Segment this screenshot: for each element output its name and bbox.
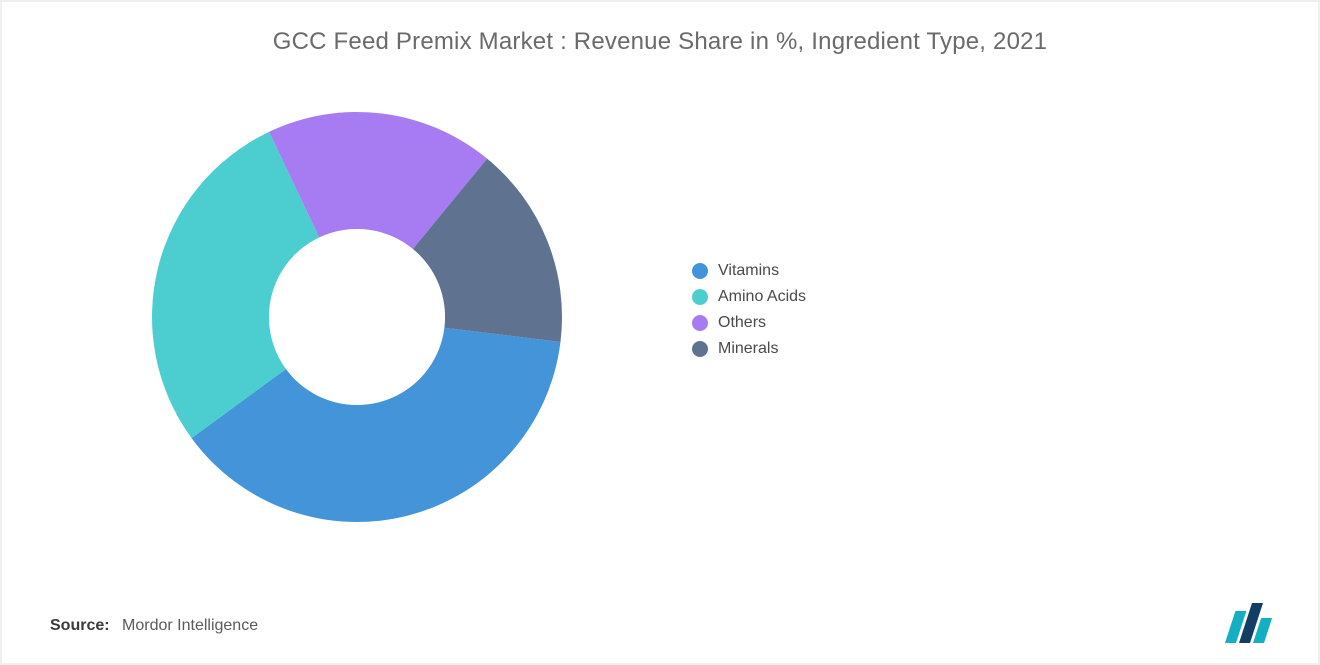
legend-label: Amino Acids [718, 288, 806, 306]
legend-label: Vitamins [718, 262, 779, 280]
legend-swatch [692, 315, 708, 331]
legend-swatch [692, 341, 708, 357]
donut-chart [147, 107, 567, 527]
chart-title: GCC Feed Premix Market : Revenue Share i… [2, 28, 1318, 56]
chart-legend: Vitamins Amino Acids Others Minerals [692, 262, 806, 358]
legend-item-amino-acids: Amino Acids [692, 288, 806, 306]
legend-item-minerals: Minerals [692, 340, 806, 358]
source-value: Mordor Intelligence [122, 617, 258, 634]
legend-label: Minerals [718, 340, 778, 358]
brand-logo [1224, 603, 1282, 643]
legend-item-vitamins: Vitamins [692, 262, 806, 280]
legend-label: Others [718, 314, 766, 332]
chart-frame: GCC Feed Premix Market : Revenue Share i… [0, 0, 1320, 665]
legend-item-others: Others [692, 314, 806, 332]
donut-hole [269, 229, 445, 405]
legend-swatch [692, 263, 708, 279]
source-attribution: Source: Mordor Intelligence [50, 617, 258, 635]
source-label: Source: [50, 617, 110, 634]
legend-swatch [692, 289, 708, 305]
